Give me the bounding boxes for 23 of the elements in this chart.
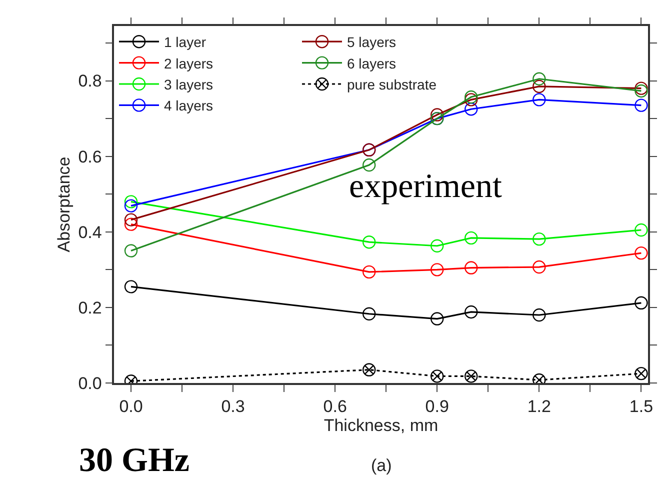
x-tick-label: 0.9 [425, 397, 449, 416]
legend-label: pure substrate [347, 76, 437, 92]
legend-label: 2 layers [164, 55, 214, 72]
y-tick-label: 0.2 [78, 298, 102, 318]
y-tick-label: 0.6 [78, 147, 102, 166]
legend-label: 4 layers [164, 98, 214, 114]
text: (a) [371, 456, 392, 475]
legend-label: 6 layers [347, 55, 396, 72]
x-tick-label: 0.3 [221, 397, 245, 416]
x-tick-label: 0.0 [119, 397, 143, 416]
legend-label: 1 layer [164, 34, 206, 50]
y-tick-label: 0.8 [78, 72, 102, 91]
annotation: experiment [349, 168, 502, 205]
legend-label: 5 layers [347, 34, 396, 50]
x-axis-title: Thickness, mm [324, 416, 438, 436]
y-tick-label: 0.0 [78, 374, 102, 393]
x-tick-label: 1.5 [629, 397, 654, 416]
text: 30 GHz [79, 442, 190, 479]
x-tick-label: 1.2 [527, 397, 551, 416]
legend-label: 3 layers [164, 76, 214, 92]
x-tick-label: 0.6 [323, 397, 347, 416]
y-axis-title: Absorptance [54, 156, 74, 252]
y-tick-label: 0.4 [78, 222, 102, 242]
